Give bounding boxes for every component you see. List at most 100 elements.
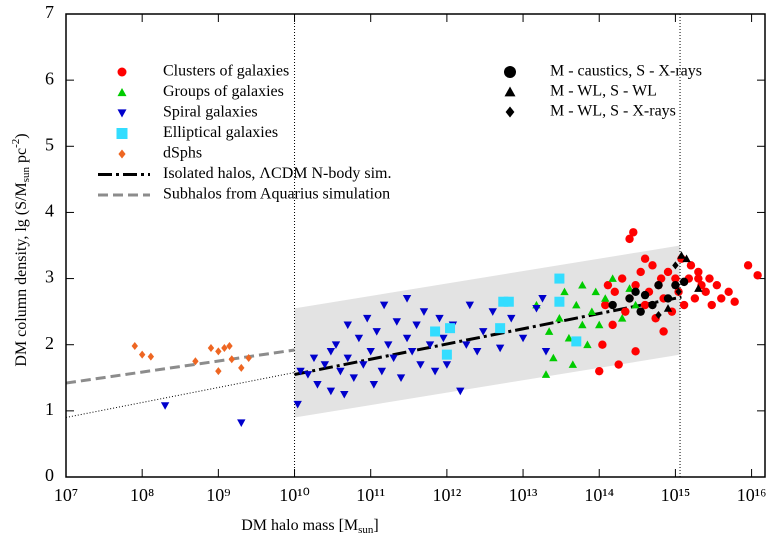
marker [402, 295, 412, 303]
marker [640, 290, 650, 300]
legend-marker [505, 106, 515, 118]
marker [679, 277, 689, 287]
legend-marker [117, 109, 127, 118]
marker [614, 360, 623, 369]
marker [640, 300, 650, 310]
marker [617, 314, 627, 322]
legend-label: dSphs [163, 145, 202, 162]
marker [672, 261, 679, 270]
marker [631, 347, 640, 356]
marker [625, 284, 634, 292]
marker [636, 267, 645, 277]
marker [640, 254, 650, 263]
marker [694, 274, 703, 283]
legend-label: Isolated halos, ΛCDM N-body sim. [163, 165, 391, 182]
marker [648, 300, 657, 310]
marker [617, 274, 627, 283]
plot-frame [65, 13, 766, 478]
marker [705, 274, 714, 283]
marker [631, 280, 640, 290]
marker [462, 341, 471, 349]
legend-label: Clusters of galaxies [163, 63, 289, 80]
marker [442, 361, 452, 369]
marker [656, 274, 666, 283]
marker [636, 307, 645, 316]
legend-marker [504, 66, 516, 78]
line [294, 295, 682, 376]
y-tick-label: 5 [45, 134, 54, 154]
marker [560, 287, 569, 296]
marker [343, 321, 352, 330]
marker [237, 419, 246, 427]
marker [625, 234, 634, 244]
marker [648, 261, 657, 270]
marker [138, 350, 146, 359]
legend-marker [504, 86, 516, 97]
marker [221, 344, 228, 353]
marker [439, 334, 448, 343]
marker [595, 366, 604, 376]
marker [621, 307, 630, 316]
marker [587, 307, 597, 316]
marker [416, 361, 425, 369]
marker [396, 374, 406, 382]
marker [363, 314, 372, 323]
marker [631, 287, 640, 296]
x-tick-label: 10¹⁵ [661, 485, 691, 505]
y-tick-label: 6 [45, 68, 54, 88]
marker [544, 327, 554, 335]
legend-marker [117, 88, 127, 97]
marker [320, 361, 330, 369]
marker [724, 287, 733, 296]
x-tick-label: 10⁸ [130, 485, 154, 505]
y-tick-label: 1 [45, 399, 54, 419]
marker [215, 347, 222, 356]
marker [326, 387, 336, 396]
x-tick-label: 10⁹ [206, 485, 230, 505]
marker [377, 367, 387, 376]
marker [555, 314, 564, 322]
marker [412, 321, 421, 330]
marker [445, 323, 456, 334]
marker [192, 357, 199, 366]
legend-marker [116, 128, 128, 139]
x-tick-label: 10⁷ [54, 485, 78, 505]
marker [541, 347, 551, 356]
y-tick-label: 7 [45, 2, 54, 22]
marker [313, 381, 322, 389]
marker [226, 342, 233, 351]
x-tick-label: 10¹⁰ [279, 485, 310, 505]
marker [147, 352, 155, 361]
marker [384, 341, 393, 349]
marker [671, 280, 680, 290]
x-axis-label: DM halo mass [Msun] [241, 517, 379, 536]
marker [554, 273, 565, 284]
legend-marker [118, 149, 126, 159]
marker [601, 294, 610, 302]
marker [435, 314, 444, 323]
marker [591, 287, 600, 296]
marker [372, 328, 381, 336]
marker [730, 297, 739, 306]
marker [349, 374, 359, 382]
marker [694, 267, 703, 277]
marker [608, 320, 617, 330]
marker [160, 402, 170, 410]
marker [701, 287, 710, 296]
marker [603, 280, 613, 290]
marker [402, 334, 412, 343]
legend-label: Groups of galaxies [163, 83, 284, 100]
marker [549, 353, 558, 362]
marker [694, 284, 703, 292]
marker [296, 367, 305, 376]
marker [629, 228, 638, 237]
marker [419, 308, 429, 316]
marker [578, 320, 587, 329]
marker [228, 355, 235, 364]
marker [430, 326, 441, 337]
marker [326, 347, 336, 356]
marker [532, 304, 541, 313]
marker [245, 353, 252, 362]
y-tick-label: 2 [45, 333, 54, 353]
